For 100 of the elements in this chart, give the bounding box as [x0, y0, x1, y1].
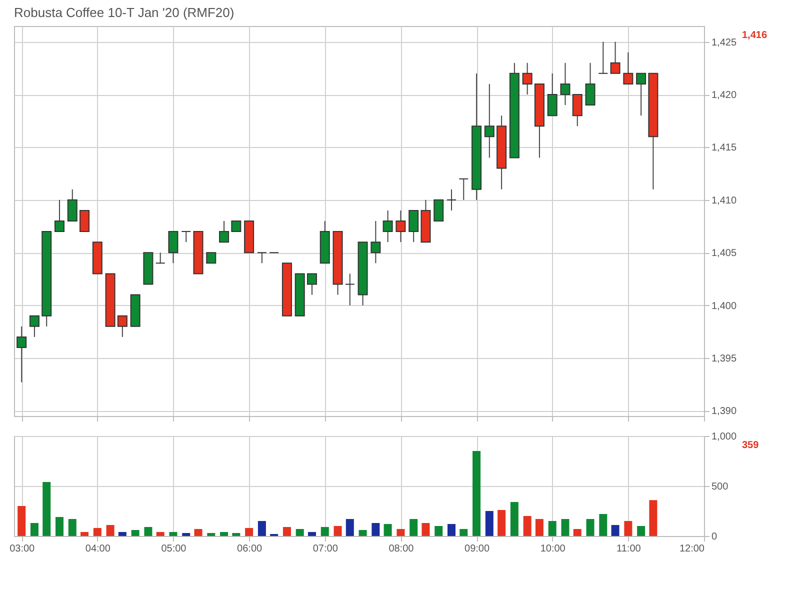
candlestick	[306, 273, 317, 296]
bar	[18, 506, 26, 536]
candlestick	[256, 252, 267, 264]
bar	[156, 532, 164, 536]
bar	[485, 511, 494, 536]
candlestick	[168, 231, 178, 264]
candlestick	[370, 220, 381, 264]
candlestick	[382, 210, 393, 243]
bar	[586, 519, 594, 536]
x-tick-label: 06:00	[237, 544, 262, 554]
bar	[498, 510, 506, 536]
y-tick-label: 1,410	[712, 195, 737, 206]
candlestick	[231, 220, 242, 232]
bar	[282, 527, 291, 536]
y-tick-label: 1,395	[712, 354, 737, 365]
candlestick	[610, 41, 620, 74]
x-tick-label: 09:00	[464, 544, 490, 554]
y-tick-label: 0	[712, 532, 718, 542]
candlestick	[29, 315, 40, 338]
candlestick	[547, 72, 558, 116]
y-tick-label: 1,420	[712, 90, 737, 102]
bar	[194, 529, 202, 536]
bar	[42, 482, 51, 536]
bar	[396, 529, 405, 536]
candlestick	[572, 94, 582, 127]
bar	[523, 516, 532, 536]
bar	[182, 533, 190, 536]
y-tick-label: 500	[712, 482, 729, 492]
chart-title: Robusta Coffee 10-T Jan '20 (RMF20)	[14, 5, 234, 20]
bar	[561, 519, 570, 536]
y-tick-label: 1,425	[712, 37, 737, 48]
candlestick	[434, 199, 444, 222]
candlestick	[484, 83, 494, 158]
bar	[573, 529, 582, 536]
bar	[220, 532, 228, 536]
x-tick-label: 07:00	[312, 544, 338, 554]
candlestick	[16, 326, 27, 383]
bar	[624, 521, 632, 536]
y-tick-label: 1,405	[712, 248, 737, 260]
candlestick	[54, 199, 64, 232]
bar	[548, 521, 556, 536]
bar	[93, 528, 102, 536]
bar	[144, 527, 152, 536]
bar	[169, 532, 178, 536]
candlestick	[636, 72, 646, 116]
bar	[410, 519, 418, 536]
bar	[118, 532, 126, 536]
candlestick	[155, 252, 166, 264]
bar	[372, 523, 380, 536]
bar	[308, 532, 316, 536]
x-tick-label: 05:00	[161, 544, 187, 554]
bar	[599, 514, 608, 536]
bar	[258, 521, 266, 536]
candlestick	[67, 188, 78, 222]
bar	[611, 525, 620, 536]
bar	[245, 528, 254, 536]
candlestick	[181, 231, 192, 243]
bar	[296, 529, 304, 536]
y-tick-label: 1,415	[712, 142, 737, 154]
candlestick	[585, 62, 596, 106]
candlestick	[560, 62, 570, 106]
x-tick-label: 10:00	[540, 544, 566, 554]
text: 359	[742, 440, 760, 451]
y-tick-label: 1,000	[712, 432, 737, 442]
bar	[472, 451, 481, 536]
candlestick	[117, 315, 128, 338]
candlestick	[623, 52, 634, 84]
candlestick	[344, 273, 355, 306]
candlestick	[206, 252, 216, 264]
candlestick	[396, 210, 406, 243]
y-tick-label: 1,400	[712, 300, 737, 312]
x-tick-label: 11:00	[616, 544, 642, 554]
bar	[80, 532, 89, 536]
bar	[346, 519, 354, 536]
x-tick-label: 08:00	[388, 544, 414, 554]
bar	[460, 529, 468, 536]
text: 1,416	[742, 30, 768, 41]
candlestick	[446, 188, 457, 211]
bar	[207, 533, 216, 536]
bar	[649, 500, 658, 536]
y-tick-label: 1,390	[712, 406, 737, 418]
bar	[334, 526, 342, 536]
candlestick	[458, 178, 469, 200]
bar	[68, 519, 76, 536]
x-tick-label: 04:00	[85, 544, 111, 554]
bar	[448, 524, 456, 536]
candlestick	[219, 220, 230, 243]
bar	[510, 502, 518, 536]
bar	[106, 525, 114, 536]
candlestick	[598, 41, 608, 74]
bar	[422, 523, 430, 536]
bar	[535, 519, 544, 536]
bar	[434, 526, 443, 536]
bar	[384, 524, 392, 536]
candlestick	[80, 210, 90, 232]
candlestick	[408, 210, 419, 243]
bar	[55, 517, 64, 536]
x-tick-label: 03:00	[10, 544, 36, 554]
bar	[232, 533, 240, 536]
bar	[30, 523, 38, 536]
